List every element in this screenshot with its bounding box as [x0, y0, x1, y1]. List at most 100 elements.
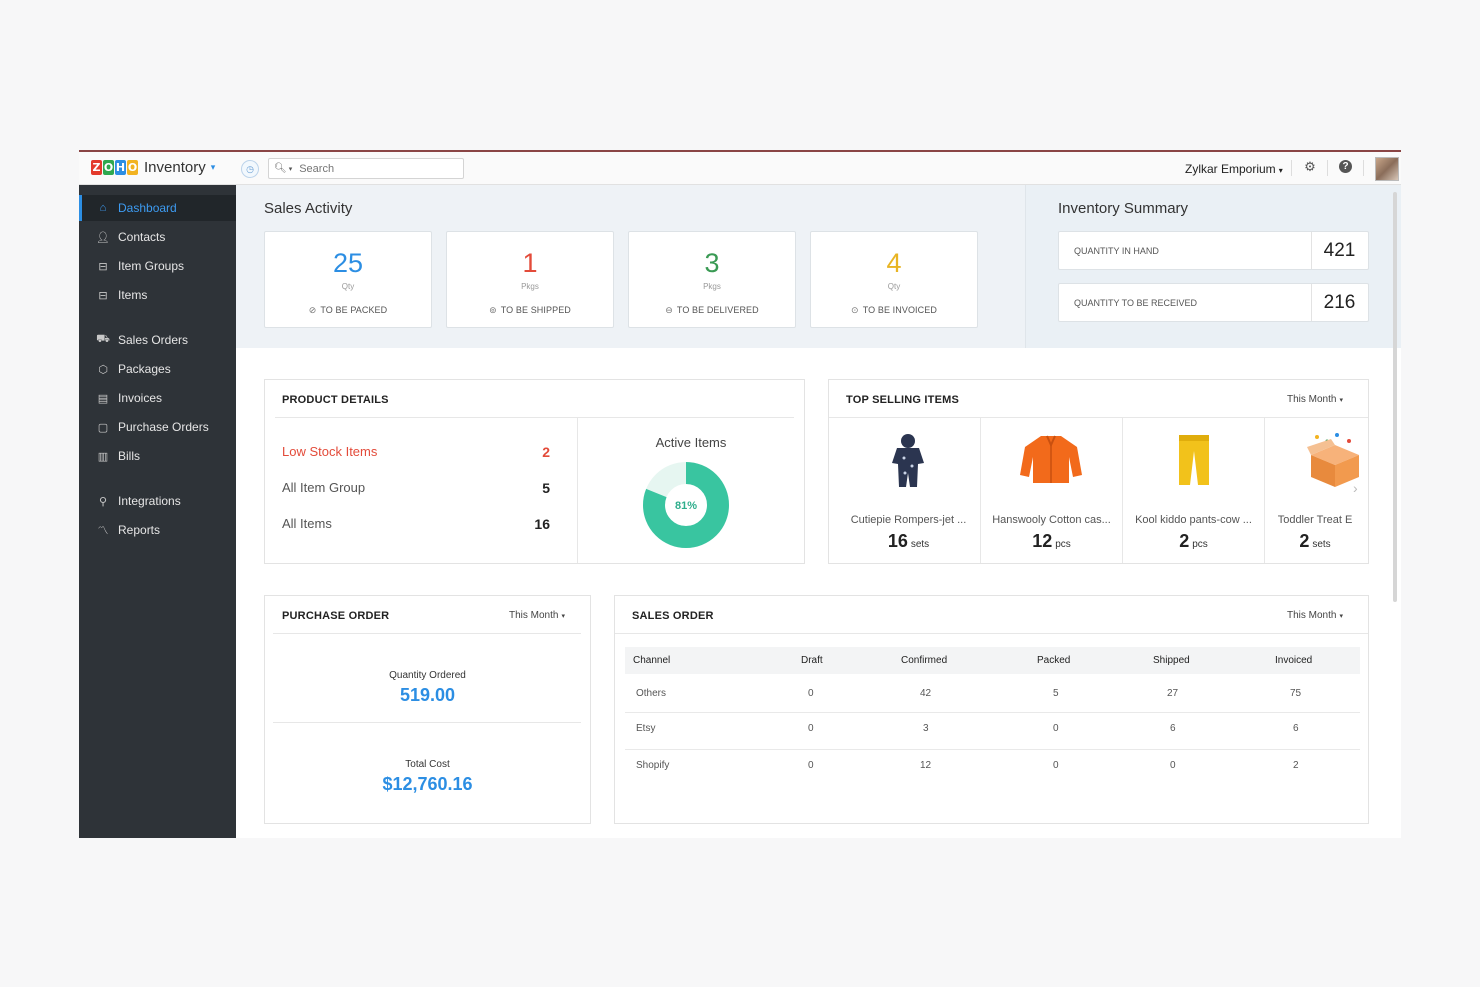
- app-name: Inventory: [144, 159, 206, 176]
- box-icon: ⬡: [98, 363, 108, 376]
- user-icon: 👤︎: [96, 231, 110, 244]
- chevron-down-icon: ▾: [1278, 166, 1283, 175]
- top-item-card[interactable]: Kool kiddo pants-cow ... 2 pcs: [1123, 417, 1264, 563]
- chevron-right-icon[interactable]: ›: [1353, 480, 1358, 496]
- table-row[interactable]: Etsy 0 3 0 6 6: [625, 712, 1360, 750]
- sidebar-item-sales-orders[interactable]: ⛟ Sales Orders: [96, 333, 189, 347]
- sidebar-item-dashboard[interactable]: ⌂ Dashboard: [79, 195, 239, 221]
- activity-card-to-be-shipped[interactable]: 1 Pkgs ⊚ TO BE SHIPPED: [446, 231, 614, 328]
- organization-switcher[interactable]: Zylkar Emporium ▾: [1185, 162, 1283, 176]
- table-header: Channel Draft Confirmed Packed Shipped I…: [625, 647, 1360, 674]
- donut-percent-label: 81%: [675, 500, 697, 512]
- truck-circle-icon: ⊚: [489, 305, 497, 315]
- activity-unit: Pkgs: [521, 282, 539, 291]
- column-header-packed: Packed: [1037, 655, 1071, 666]
- top-item-quantity: 2 sets: [1299, 531, 1331, 551]
- vertical-scrollbar[interactable]: [1393, 192, 1397, 602]
- activity-card-to-be-delivered[interactable]: 3 Pkgs ⊖ TO BE DELIVERED: [628, 231, 796, 328]
- top-selling-filter-dropdown[interactable]: This Month ▾: [1287, 394, 1343, 405]
- sales-order-panel: SALES ORDER This Month ▾ Channel Draft Co…: [614, 595, 1369, 824]
- recent-history-icon[interactable]: ◷: [241, 160, 259, 178]
- search-icon: 🔍︎: [274, 163, 287, 174]
- avatar[interactable]: [1375, 157, 1399, 181]
- romper-icon: [892, 434, 924, 487]
- sidebar-item-contacts[interactable]: 👤︎ Contacts: [96, 230, 166, 244]
- activity-unit: Qty: [341, 282, 355, 291]
- top-selling-items-panel: TOP SELLING ITEMS This Month ▾ Cutiepie R…: [828, 379, 1369, 564]
- main-content: Sales Activity 25 Qty ⊘ TO BE PACKED 1 Pk…: [236, 185, 1401, 838]
- activity-count: 3: [704, 248, 720, 278]
- column-header-draft: Draft: [801, 655, 823, 666]
- pants-icon: [1179, 435, 1209, 485]
- activity-label: ⊙ TO BE INVOICED: [851, 305, 937, 315]
- sidebar-item-integrations[interactable]: ⚲ Integrations: [79, 488, 236, 514]
- chevron-down-icon[interactable]: ▾: [288, 165, 293, 173]
- activity-count: 25: [332, 248, 364, 278]
- cart-icon: ⛟: [96, 333, 110, 345]
- help-icon[interactable]: ?: [1339, 160, 1352, 173]
- all-items-row[interactable]: All Items 16: [282, 516, 550, 532]
- sidebar: ⌂ Dashboard 👤︎ Contacts ⊟ Item Groups ⊟ …: [79, 185, 239, 838]
- document-icon: ▤: [97, 392, 109, 405]
- activity-count: 4: [886, 248, 902, 278]
- chevron-down-icon: ▾: [210, 162, 216, 172]
- receipt-icon: ▥: [97, 450, 109, 463]
- sidebar-item-packages[interactable]: ⬡ Packages: [79, 356, 236, 382]
- active-items-title: Active Items: [655, 435, 727, 450]
- sidebar-item-items[interactable]: ⊟ Items: [79, 282, 236, 308]
- sidebar-item-invoices[interactable]: ▤ Invoices: [97, 391, 163, 405]
- chevron-down-icon: ▾: [1339, 397, 1343, 404]
- activity-card-to-be-invoiced[interactable]: 4 Qty ⊙ TO BE INVOICED: [810, 231, 978, 328]
- product-details-panel: PRODUCT DETAILS Low Stock Items 2 All It…: [264, 379, 805, 564]
- top-item-card[interactable]: Cutiepie Rompers-jet ... 16 sets: [837, 417, 980, 563]
- table-row[interactable]: Shopify 0 12 0 0 2: [636, 760, 1299, 771]
- quantity-ordered-label: Quantity Ordered: [389, 670, 466, 681]
- quantity-in-hand-row: QUANTITY IN HAND 421: [1058, 231, 1369, 270]
- column-header-channel: Channel: [633, 655, 671, 666]
- search-input[interactable]: [297, 161, 452, 176]
- panel-title: TOP SELLING ITEMS: [846, 394, 960, 406]
- top-item-card[interactable]: Toddler Treat E 2 sets: [1265, 417, 1365, 563]
- sales-activity-section: Sales Activity 25 Qty ⊘ TO BE PACKED 1 Pk…: [236, 185, 1401, 348]
- column-header-confirmed: Confirmed: [901, 655, 948, 666]
- divider: [1327, 160, 1328, 176]
- app-brand[interactable]: Z O H O Inventory ▾: [91, 159, 215, 176]
- gift-box-icon: [1307, 433, 1359, 487]
- invoice-circle-icon: ⊙: [851, 305, 859, 315]
- quantity-ordered-value: 519.00: [399, 685, 456, 705]
- column-header-shipped: Shipped: [1153, 655, 1190, 666]
- sales-order-filter-dropdown[interactable]: This Month ▾: [1287, 610, 1343, 621]
- panel-title: PRODUCT DETAILS: [282, 394, 389, 406]
- activity-label: ⊚ TO BE SHIPPED: [489, 305, 571, 315]
- top-item-card[interactable]: Hanswooly Cotton cas... 12 pcs: [981, 417, 1122, 563]
- total-cost-value: $12,760.16: [382, 774, 473, 794]
- top-item-quantity: 2 pcs: [1179, 531, 1208, 551]
- zoho-logo: Z O H O: [91, 160, 138, 175]
- sales-activity-title: Sales Activity: [264, 200, 353, 217]
- sidebar-item-bills[interactable]: ▥ Bills: [97, 449, 141, 463]
- top-item-quantity: 16 sets: [887, 531, 930, 551]
- check-circle-icon: ⊘: [308, 305, 317, 315]
- organization-name: Zylkar Emporium: [1185, 162, 1276, 176]
- purchase-order-filter-dropdown[interactable]: This Month ▾: [509, 610, 565, 621]
- sidebar-item-reports[interactable]: 〽 Reports: [97, 523, 161, 537]
- delivery-circle-icon: ⊖: [665, 305, 673, 315]
- top-item-name: Cutiepie Rompers-jet ...: [850, 514, 967, 526]
- inventory-summary-section: Inventory Summary QUANTITY IN HAND 421 Q…: [1025, 185, 1401, 348]
- divider: [1363, 160, 1364, 176]
- table-row[interactable]: Others 0 42 5 27 75: [625, 675, 1360, 713]
- total-cost-label: Total Cost: [405, 759, 450, 770]
- activity-card-to-be-packed[interactable]: 25 Qty ⊘ TO BE PACKED: [264, 231, 432, 328]
- sidebar-item-item-groups[interactable]: ⊟ Item Groups: [79, 253, 236, 279]
- search-box[interactable]: 🔍︎ ▾: [268, 158, 464, 179]
- purchase-order-panel: PURCHASE ORDER This Month ▾ Quantity Orde…: [264, 595, 591, 824]
- top-item-quantity: 12 pcs: [1032, 531, 1071, 551]
- home-icon: ⌂: [99, 202, 107, 214]
- quantity-in-hand-value: 421: [1323, 240, 1356, 261]
- gear-icon[interactable]: ⚙: [1304, 159, 1316, 174]
- column-header-invoiced: Invoiced: [1275, 655, 1313, 666]
- sidebar-item-purchase-orders[interactable]: ▢ Purchase Orders: [97, 420, 209, 434]
- divider: [1291, 160, 1292, 176]
- all-item-group-row[interactable]: All Item Group 5: [282, 480, 550, 496]
- low-stock-items-row[interactable]: Low Stock Items 2: [282, 444, 550, 460]
